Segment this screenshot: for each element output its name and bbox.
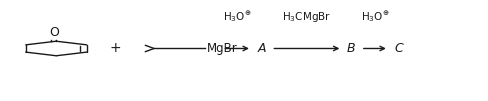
Text: A: A [257, 42, 265, 55]
Text: MgBr: MgBr [206, 42, 237, 55]
Text: H$_3$O$^{\oplus}$: H$_3$O$^{\oplus}$ [223, 9, 251, 24]
Text: +: + [109, 42, 121, 55]
Text: C: C [393, 42, 402, 55]
Text: O: O [49, 26, 59, 39]
Text: B: B [346, 42, 355, 55]
Text: H$_3$CMgBr: H$_3$CMgBr [282, 10, 331, 24]
Text: H$_3$O$^{\oplus}$: H$_3$O$^{\oplus}$ [360, 9, 388, 24]
